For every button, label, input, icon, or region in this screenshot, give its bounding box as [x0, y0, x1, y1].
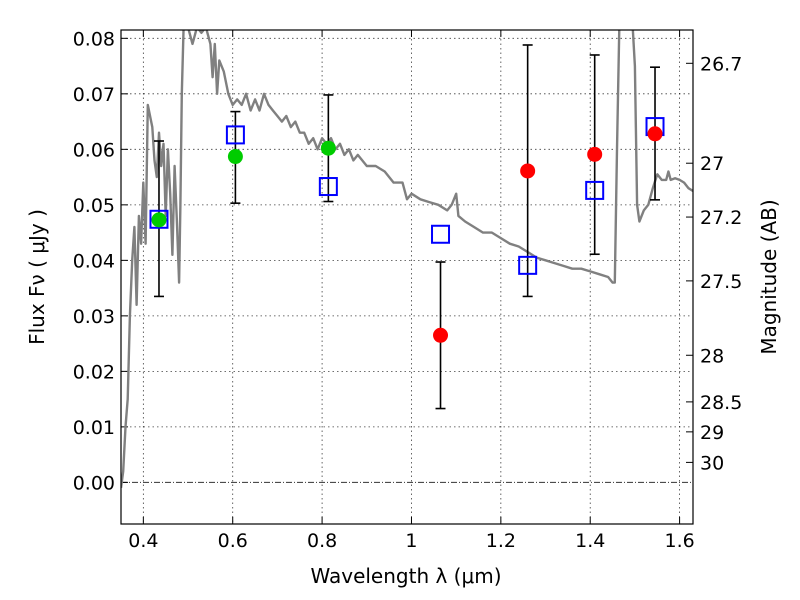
mag-tick-label: 26.7 [700, 53, 742, 75]
measured-point-red [647, 126, 663, 142]
measured-point-green [227, 149, 243, 165]
mag-tick-label: 29 [700, 422, 724, 444]
measured-point-green [151, 212, 167, 228]
y-tick-label: 0.07 [73, 84, 115, 106]
x-tick-label: 0.6 [218, 530, 248, 552]
mag-tick-label: 28.5 [700, 392, 742, 414]
y-tick-label: 0.04 [73, 250, 115, 272]
x-axis-label: Wavelength λ (μm) [310, 564, 501, 588]
y-tick-label: 0.03 [73, 306, 115, 328]
mag-tick-label: 28 [700, 345, 724, 367]
model-flux-square [225, 125, 245, 145]
x-tick-label: 1 [405, 530, 417, 552]
y-tick-label: 0.00 [73, 472, 115, 494]
plot-area [121, 30, 693, 489]
model-flux-square [585, 180, 605, 200]
y-tick-label: 0.02 [73, 361, 115, 383]
x-tick-label: 0.4 [128, 530, 158, 552]
y-tick-label: 0.01 [73, 417, 115, 439]
mag-tick-label: 27.2 [700, 207, 742, 229]
mag-tick-label: 27 [700, 153, 724, 175]
measured-point-red [587, 146, 603, 162]
mag-tick-label: 27.5 [700, 271, 742, 293]
y-tick-label: 0.08 [73, 28, 115, 50]
y-axis-label: Flux Fν ( μJy ) [25, 209, 49, 345]
mag-tick-label: 30 [700, 452, 724, 474]
x-tick-label: 1.2 [486, 530, 516, 552]
x-tick-label: 0.8 [307, 530, 337, 552]
x-tick-label: 1.6 [664, 530, 694, 552]
measured-point-red [520, 163, 536, 179]
right-axis-label: Magnitude (AB) [757, 199, 781, 354]
plot-frame [120, 29, 694, 525]
y-tick-label: 0.05 [73, 195, 115, 217]
axes: 0.4 0.6 0.8 1 1.2 1.4 1.6 0.00 0.01 0.02 0.03 0.04 0… [73, 28, 743, 552]
measured-point-green [320, 140, 336, 156]
model-flux-square [318, 177, 338, 197]
x-tick-label: 1.4 [575, 530, 605, 552]
sed-model-curve [121, 30, 693, 489]
model-flux-square [431, 224, 451, 244]
model-flux-square [518, 255, 538, 275]
y-tick-label: 0.06 [73, 139, 115, 161]
measured-point-red [433, 327, 449, 343]
model-flux-square [149, 209, 169, 229]
